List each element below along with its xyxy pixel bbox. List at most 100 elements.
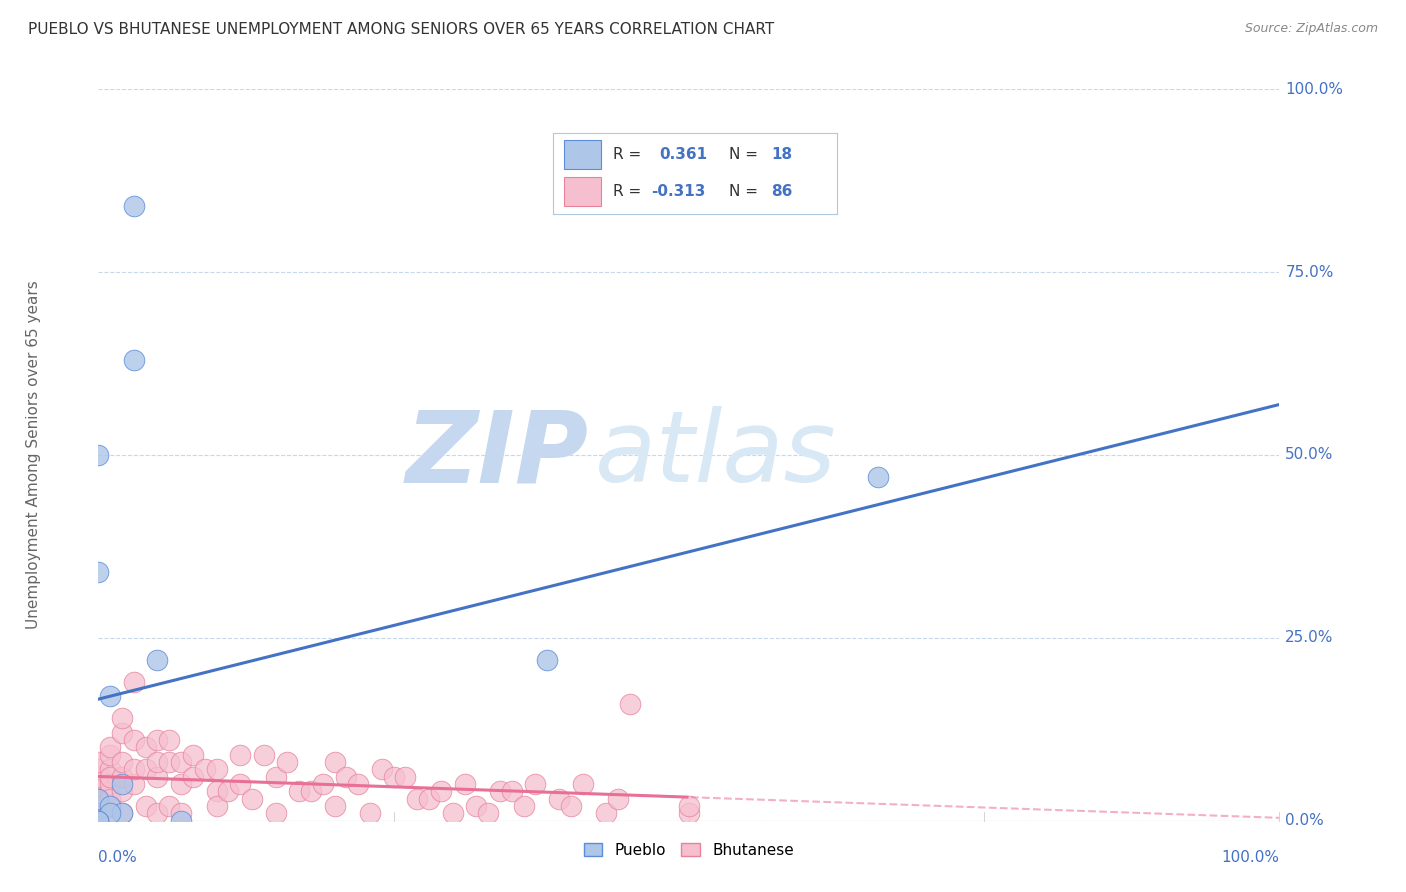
Point — [288, 784, 311, 798]
Point — [276, 755, 298, 769]
Point — [512, 799, 534, 814]
Point — [87, 791, 110, 805]
Point — [323, 755, 346, 769]
Point — [312, 777, 335, 791]
Point — [98, 791, 121, 805]
Point — [489, 784, 512, 798]
Point — [98, 770, 121, 784]
Text: 0.0%: 0.0% — [98, 850, 138, 865]
Point — [157, 799, 180, 814]
Point — [98, 763, 121, 777]
Point — [347, 777, 370, 791]
Text: 25.0%: 25.0% — [1285, 631, 1334, 645]
Point — [87, 755, 110, 769]
Point — [98, 799, 121, 814]
Point — [146, 806, 169, 821]
Text: 75.0%: 75.0% — [1285, 265, 1334, 279]
Point — [418, 791, 440, 805]
Legend: Pueblo, Bhutanese: Pueblo, Bhutanese — [578, 837, 800, 864]
Point — [111, 784, 134, 798]
Point — [170, 806, 193, 821]
Text: Unemployment Among Seniors over 65 years: Unemployment Among Seniors over 65 years — [25, 281, 41, 629]
Point — [170, 755, 193, 769]
Point — [98, 777, 121, 791]
Point — [111, 726, 134, 740]
Point — [122, 674, 145, 689]
Point — [111, 711, 134, 725]
Point — [181, 770, 204, 784]
Point — [111, 806, 134, 821]
Text: ZIP: ZIP — [405, 407, 589, 503]
Point — [359, 806, 381, 821]
Point — [371, 763, 394, 777]
Point — [477, 806, 499, 821]
Point — [87, 565, 110, 579]
Point — [87, 770, 110, 784]
Point — [240, 791, 263, 805]
Point — [335, 770, 357, 784]
Text: 100.0%: 100.0% — [1222, 850, 1279, 865]
Point — [548, 791, 571, 805]
Point — [122, 352, 145, 367]
Point — [135, 740, 157, 755]
Point — [87, 814, 110, 828]
Point — [253, 747, 276, 762]
Point — [678, 806, 700, 821]
Point — [465, 799, 488, 814]
Point — [194, 763, 217, 777]
Point — [264, 770, 287, 784]
Point — [87, 448, 110, 462]
Point — [87, 777, 110, 791]
Point — [157, 755, 180, 769]
Point — [122, 777, 145, 791]
Point — [87, 814, 110, 828]
Point — [181, 747, 204, 762]
Point — [406, 791, 429, 805]
Point — [135, 799, 157, 814]
Point — [205, 799, 228, 814]
Point — [170, 777, 193, 791]
Point — [111, 777, 134, 791]
Point — [98, 740, 121, 755]
Point — [394, 770, 416, 784]
Point — [536, 653, 558, 667]
Point — [170, 814, 193, 828]
Point — [111, 806, 134, 821]
Point — [146, 653, 169, 667]
Point — [205, 784, 228, 798]
Point — [607, 791, 630, 805]
Point — [205, 763, 228, 777]
Point — [146, 755, 169, 769]
Point — [501, 784, 523, 798]
Point — [87, 814, 110, 828]
Point — [571, 777, 593, 791]
Point — [87, 791, 110, 805]
Point — [299, 784, 322, 798]
Point — [866, 470, 889, 484]
Text: Source: ZipAtlas.com: Source: ZipAtlas.com — [1244, 22, 1378, 36]
Point — [122, 199, 145, 213]
Point — [87, 763, 110, 777]
Point — [595, 806, 617, 821]
Point — [98, 784, 121, 798]
Point — [382, 770, 405, 784]
Point — [430, 784, 453, 798]
Point — [323, 799, 346, 814]
Text: 100.0%: 100.0% — [1285, 82, 1343, 96]
Point — [524, 777, 547, 791]
Point — [560, 799, 582, 814]
Text: 0.0%: 0.0% — [1285, 814, 1324, 828]
Point — [98, 690, 121, 704]
Point — [87, 784, 110, 798]
Point — [135, 763, 157, 777]
Point — [98, 747, 121, 762]
Point — [87, 806, 110, 821]
Point — [453, 777, 475, 791]
Point — [229, 777, 252, 791]
Point — [111, 755, 134, 769]
Point — [229, 747, 252, 762]
Point — [146, 733, 169, 747]
Text: PUEBLO VS BHUTANESE UNEMPLOYMENT AMONG SENIORS OVER 65 YEARS CORRELATION CHART: PUEBLO VS BHUTANESE UNEMPLOYMENT AMONG S… — [28, 22, 775, 37]
Point — [122, 733, 145, 747]
Point — [264, 806, 287, 821]
